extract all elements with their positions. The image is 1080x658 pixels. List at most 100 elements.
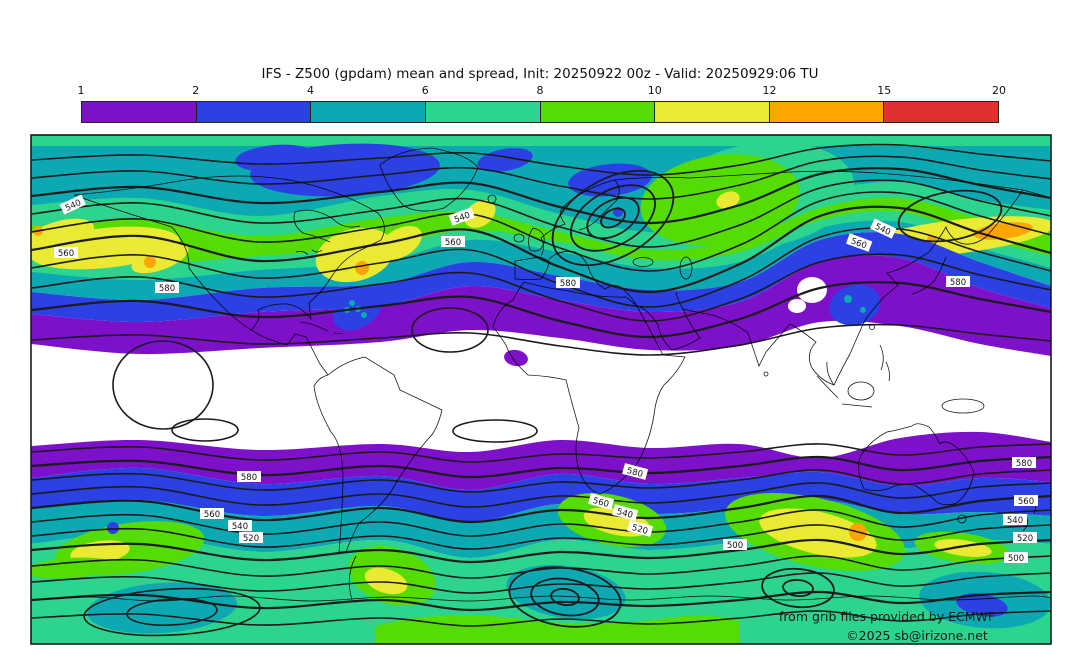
contour-label-text: 520 xyxy=(243,534,259,544)
mean-contour xyxy=(31,205,1051,294)
contour-label: 560 xyxy=(588,493,615,510)
contour-label-box xyxy=(870,218,897,239)
contour-label: 540 xyxy=(1003,514,1027,526)
contour-label: 540 xyxy=(612,504,639,521)
contour-label-text: 500 xyxy=(1008,554,1024,564)
closed-contour xyxy=(83,587,261,637)
contour-label-text: 580 xyxy=(1016,459,1032,469)
coastline xyxy=(333,332,344,335)
north-purple-band xyxy=(31,255,1051,356)
spread-blob xyxy=(716,191,740,209)
colorbar-tick: 1 xyxy=(77,84,85,97)
contour-label-text: 500 xyxy=(727,541,743,551)
colorbar-tick: 15 xyxy=(877,84,892,97)
contour-label-box xyxy=(556,277,580,288)
spread-blob xyxy=(506,564,626,620)
coastline xyxy=(73,175,379,214)
north-jet-band xyxy=(31,197,1051,265)
attribution-source: from grib files provided by ECMWF xyxy=(779,609,995,624)
contour-label-text: 560 xyxy=(58,249,74,259)
contour-label-box xyxy=(59,194,86,215)
polar-green-strip xyxy=(31,135,1051,146)
contour-label-text: 580 xyxy=(950,278,966,288)
mean-contour xyxy=(31,610,1051,627)
contour-label: 580 xyxy=(1012,457,1036,469)
spread-blob xyxy=(315,227,395,283)
contour-label: 540 xyxy=(228,520,252,532)
mean-contour xyxy=(31,155,1051,200)
mean-contour xyxy=(31,509,1051,537)
colorbar-tick: 4 xyxy=(307,84,314,97)
map-border xyxy=(30,134,1052,645)
contour-label: 580 xyxy=(946,276,970,288)
spread-blob xyxy=(759,508,877,558)
colorbar-segment xyxy=(425,102,541,122)
contour-label-box xyxy=(1012,457,1036,468)
closed-contour xyxy=(570,184,656,252)
colorbar-tick: 12 xyxy=(762,84,777,97)
colorbar-segment xyxy=(884,102,998,122)
coastline xyxy=(548,250,638,307)
contour-label: 560 xyxy=(441,236,465,248)
spread-max-spot xyxy=(144,256,156,268)
closed-contour xyxy=(171,418,239,442)
spread-blob xyxy=(31,557,115,579)
contour-label-text: 580 xyxy=(626,466,644,480)
contour-label-box xyxy=(627,520,654,537)
spread-blob xyxy=(361,312,367,318)
mean-contour xyxy=(31,538,1051,564)
coastline xyxy=(639,306,701,351)
colorbar-tick-labels: 1 2 4 6 8 10 12 15 20 xyxy=(77,84,1007,98)
coastline xyxy=(513,233,525,243)
contour-label-box xyxy=(441,236,465,247)
mean-contour xyxy=(31,455,1051,479)
contour-label-text: 540 xyxy=(232,522,248,532)
attribution: from grib files provided by ECMWF ©2025 … xyxy=(779,609,995,643)
spread-blob xyxy=(788,299,806,313)
colorbar-segment xyxy=(196,102,312,122)
mean-contour xyxy=(31,281,1051,339)
colorbar xyxy=(81,101,999,123)
mean-contour xyxy=(31,253,1051,322)
closed-contour xyxy=(869,324,875,330)
closed-contour xyxy=(782,579,814,597)
contour-label-box xyxy=(155,282,179,293)
coastline xyxy=(826,189,1024,386)
contour-label-text: 560 xyxy=(1018,497,1034,507)
colorbar-tick: 8 xyxy=(536,84,544,97)
mean-contour xyxy=(31,323,1051,356)
contour-label: 580 xyxy=(622,463,649,480)
mean-contour xyxy=(31,143,1051,176)
contour-label-box xyxy=(1013,532,1037,543)
south-blue-band xyxy=(31,467,1051,523)
closed-contour xyxy=(550,587,580,607)
spread-blob xyxy=(235,144,315,172)
contour-label-text: 580 xyxy=(560,279,576,289)
spread-blob xyxy=(829,284,881,326)
colorbar-segment xyxy=(311,102,426,122)
spread-blob xyxy=(464,200,496,228)
colorbar-segment xyxy=(769,102,885,122)
colorbar-tick: 10 xyxy=(647,84,662,97)
coastline xyxy=(528,227,545,252)
coastline xyxy=(295,249,323,256)
spread-blob xyxy=(844,295,852,303)
contour-label-text: 580 xyxy=(159,284,175,294)
contour-labels-layer: 5405605805405605805405605805805605405205… xyxy=(54,194,1038,564)
coastline xyxy=(73,194,329,376)
spread-blob xyxy=(107,522,119,534)
colorbar-tick: 20 xyxy=(992,84,1006,97)
contour-label-text: 560 xyxy=(445,238,461,248)
spread-max-spot xyxy=(355,261,369,275)
contour-label: 520 xyxy=(1013,532,1037,544)
contour-label: 560 xyxy=(200,508,224,520)
mean-contour xyxy=(31,179,1051,248)
coastline xyxy=(841,403,873,408)
spread-blob xyxy=(860,307,866,313)
south-purple-band xyxy=(31,431,1051,491)
antarctic-coastline xyxy=(31,595,1051,602)
mean-contour xyxy=(31,443,1051,463)
contour-label: 560 xyxy=(1014,495,1038,507)
closed-contour xyxy=(761,567,835,609)
